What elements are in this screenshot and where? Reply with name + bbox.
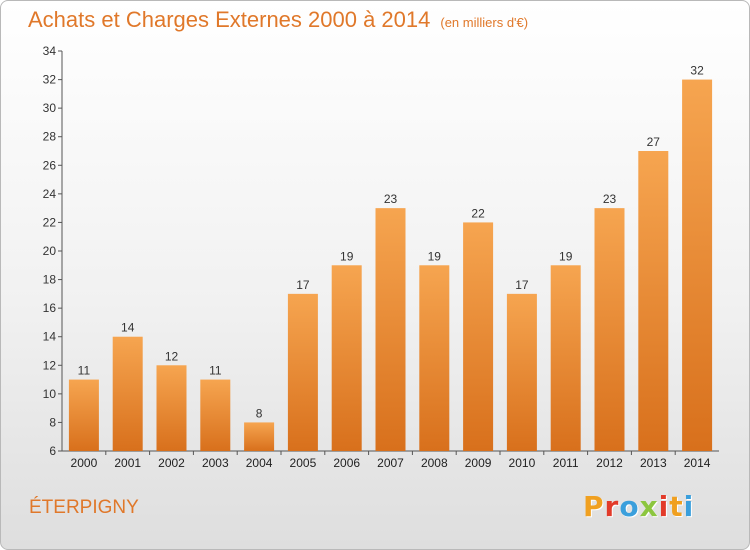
data-label: 22 (471, 206, 485, 220)
bar-2009 (463, 222, 494, 451)
data-label: 32 (690, 64, 704, 78)
logo-letter: i (658, 490, 670, 523)
bar-2014 (682, 79, 713, 452)
data-label: 19 (340, 249, 354, 263)
bar-2007 (375, 208, 406, 451)
y-tick-label: 22 (43, 215, 57, 229)
chart-title: Achats et Charges Externes 2000 à 2014 (e… (28, 7, 528, 33)
y-tick-label: 20 (43, 244, 57, 258)
logo-letter: t (669, 490, 684, 523)
x-tick-label: 2007 (377, 456, 404, 470)
data-label: 23 (603, 192, 617, 206)
chart-title-text: Achats et Charges Externes 2000 à 2014 (28, 7, 431, 32)
data-label: 27 (647, 135, 661, 149)
bar-2002 (156, 365, 187, 451)
x-tick-label: 2002 (158, 456, 185, 470)
y-tick-label: 16 (43, 301, 57, 315)
y-tick-label: 6 (49, 444, 56, 458)
bar-2006 (331, 265, 362, 451)
y-tick-label: 12 (43, 358, 57, 372)
x-tick-label: 2001 (114, 456, 141, 470)
bar-2000 (68, 379, 99, 451)
bar-2011 (550, 265, 581, 451)
proxiti-logo: Proxiti (583, 490, 694, 523)
bar-2005 (287, 293, 318, 451)
data-label: 11 (78, 364, 91, 378)
y-tick-label: 10 (43, 387, 57, 401)
city-name: ÉTERPIGNY (29, 497, 139, 518)
bar-2003 (200, 379, 231, 451)
y-tick-label: 30 (43, 101, 57, 115)
data-label: 19 (428, 249, 442, 263)
bar-2008 (419, 265, 450, 451)
data-label: 11 (209, 364, 222, 378)
y-tick-label: 26 (43, 158, 57, 172)
logo-letter: P (583, 490, 605, 523)
data-labels: 11 14 12 11 8 17 19 23 19 22 17 19 23 27 32 (78, 64, 704, 421)
x-tick-label: 2000 (71, 456, 98, 470)
data-label: 17 (515, 278, 529, 292)
x-tick-label: 2013 (640, 456, 667, 470)
x-tick-label: 2008 (421, 456, 448, 470)
x-axis: 2000 2001 2002 2003 2004 2005 2006 2007 2008 2009… (62, 450, 719, 470)
data-label: 8 (256, 406, 263, 420)
x-tick-label: 2005 (290, 456, 317, 470)
y-tick-label: 28 (43, 130, 57, 144)
bar-2013 (638, 151, 669, 451)
bar-2010 (506, 293, 537, 451)
chart-subtitle: (en milliers d'€) (440, 15, 529, 30)
logo-letter: r (604, 490, 620, 523)
x-tick-label: 2004 (246, 456, 273, 470)
x-tick-label: 2010 (509, 456, 536, 470)
data-label: 23 (384, 192, 398, 206)
logo-letter: o (619, 490, 640, 523)
data-label: 19 (559, 249, 573, 263)
bars (68, 79, 713, 452)
data-label: 12 (165, 349, 179, 363)
bar-2012 (594, 208, 625, 451)
logo-letter: x (639, 490, 659, 523)
x-tick-label: 2012 (596, 456, 623, 470)
y-tick-label: 8 (49, 415, 56, 429)
y-tick-label: 14 (43, 330, 57, 344)
y-tick-label: 24 (43, 187, 57, 201)
y-tick-label: 18 (43, 273, 57, 287)
bar-2001 (112, 336, 143, 451)
x-tick-label: 2006 (333, 456, 360, 470)
logo-letter: i (683, 490, 695, 523)
x-tick-label: 2009 (465, 456, 492, 470)
y-tick-label: 32 (43, 73, 57, 87)
data-label: 17 (296, 278, 310, 292)
x-tick-label: 2011 (553, 456, 579, 470)
x-tick-label: 2014 (684, 456, 711, 470)
x-tick-label: 2003 (202, 456, 229, 470)
y-tick-label: 34 (43, 44, 57, 58)
y-axis: 6 8 10 12 14 16 18 20 22 24 26 28 30 32 34 (43, 44, 63, 458)
bar-2004 (244, 422, 275, 451)
data-label: 14 (121, 321, 135, 335)
